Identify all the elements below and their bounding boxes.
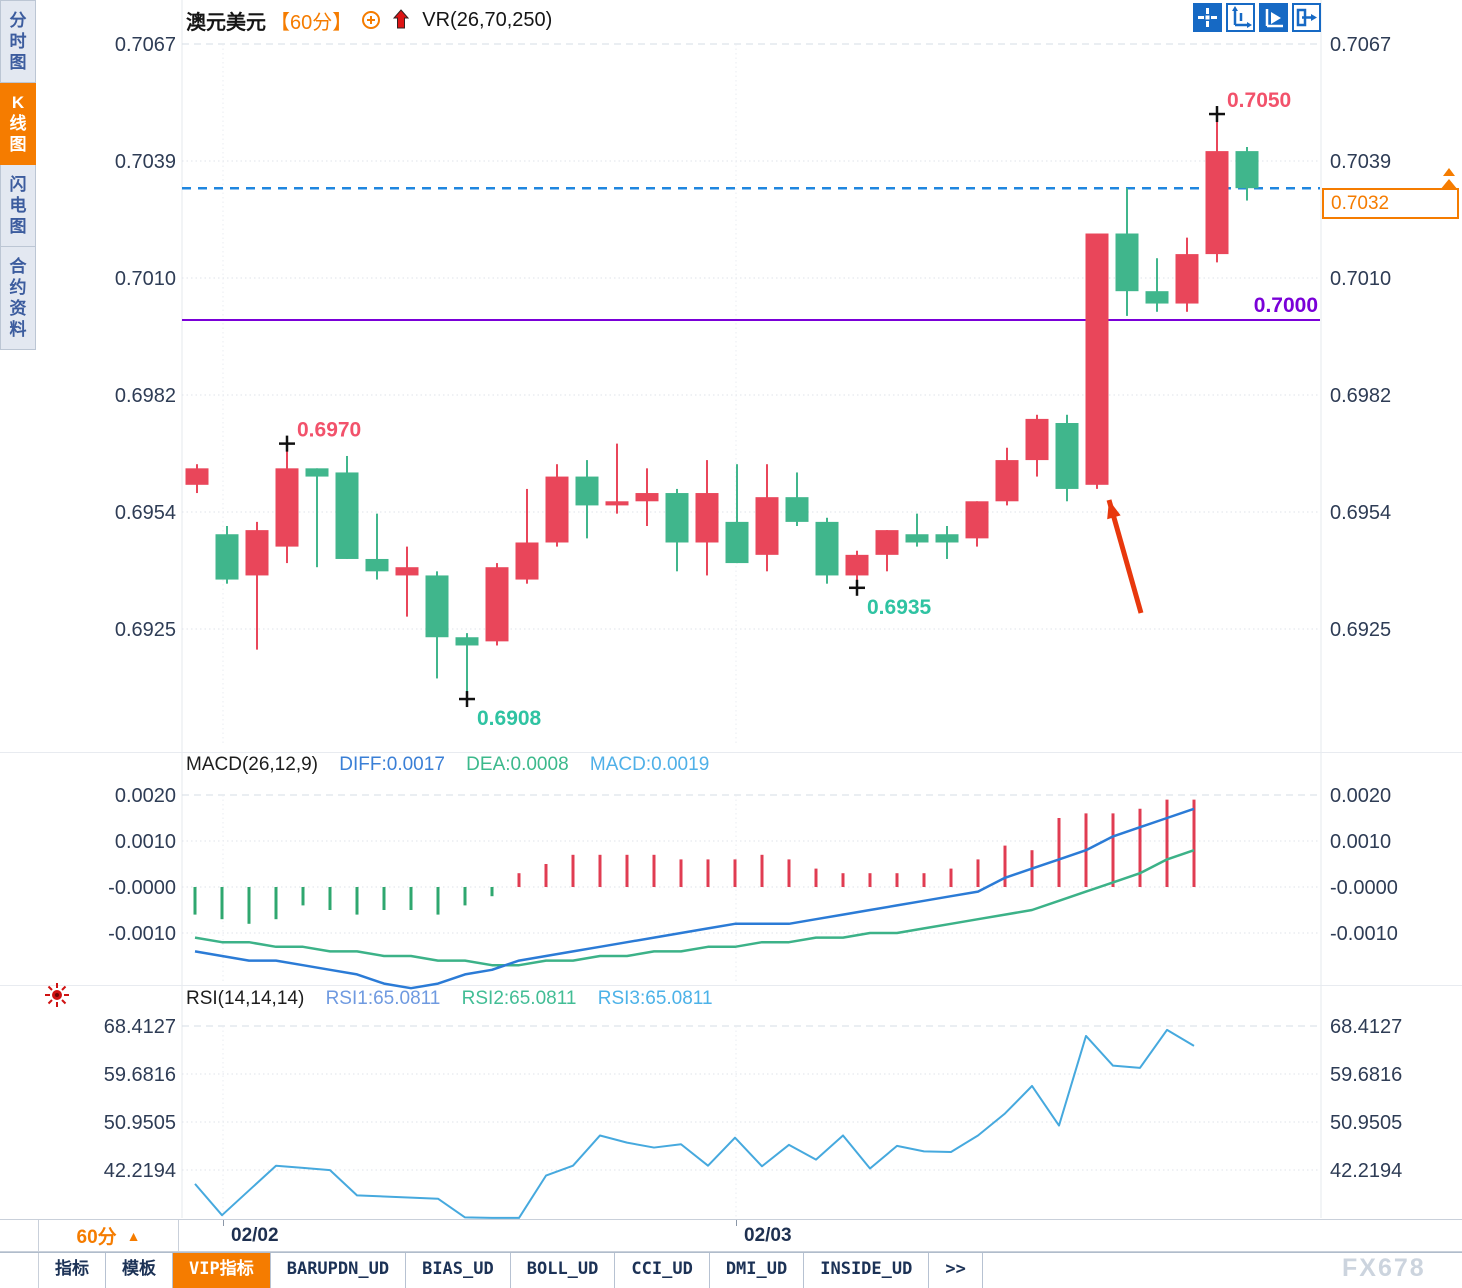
svg-text:42.2194: 42.2194 [104, 1160, 176, 1182]
svg-text:0.6908: 0.6908 [477, 707, 542, 730]
svg-text:0.7010: 0.7010 [1330, 268, 1391, 290]
svg-text:0.7039: 0.7039 [1330, 151, 1391, 173]
date-tick [223, 1220, 224, 1226]
svg-text:42.2194: 42.2194 [1330, 1160, 1402, 1182]
sidebar-tab-char: 图 [9, 217, 27, 236]
sidebar-tab-char: 资 [9, 299, 27, 318]
svg-text:0.6982: 0.6982 [1330, 385, 1391, 407]
svg-text:0.6970: 0.6970 [297, 419, 361, 442]
watermark: FX678 [1342, 1254, 1426, 1282]
bottom-tab-9[interactable]: >> [929, 1253, 983, 1288]
indicator-tabs-bar: 指标 模板 VIP指标 BARUPDN_UD BIAS_UD BOLL_UD CCI_UD D… [0, 1252, 1462, 1288]
sidebar-tab-char: K [11, 93, 25, 112]
symbol-name: 澳元美元 [186, 11, 266, 34]
bottom-tab-3[interactable]: BARUPDN_UD [271, 1253, 407, 1288]
svg-text:50.9505: 50.9505 [104, 1112, 176, 1134]
rsi3-value: RSI3:65.0811 [597, 988, 713, 1009]
sidebar-tab-char: 料 [9, 320, 27, 339]
macd-dea-value: DEA:0.0008 [466, 754, 569, 775]
svg-text:0.7050: 0.7050 [1227, 89, 1291, 112]
sidebar-tab-0[interactable]: 分时图 [0, 0, 36, 83]
bottom-tab-7[interactable]: DMI_UD [710, 1253, 805, 1288]
sidebar-tab-char: 时 [9, 32, 27, 51]
current-price-tag: 0.7032 [1322, 188, 1459, 219]
svg-text:59.6816: 59.6816 [1330, 1064, 1402, 1086]
bottom-tab-6[interactable]: CCI_UD [615, 1253, 710, 1288]
macd-macd-value: MACD:0.0019 [589, 754, 710, 775]
svg-text:50.9505: 50.9505 [1330, 1112, 1402, 1134]
svg-text:0.6935: 0.6935 [867, 596, 932, 619]
svg-text:0.7067: 0.7067 [115, 34, 176, 56]
period-selector-label: 60分 [76, 1227, 117, 1248]
bottom-tab-0[interactable]: 指标 [39, 1253, 106, 1288]
svg-text:0.7010: 0.7010 [115, 268, 176, 290]
macd-panel-header: MACD(26,12,9) DIFF:0.0017 DEA:0.0008 MAC… [186, 754, 709, 776]
rsi2-value: RSI2:65.0811 [461, 988, 577, 1009]
period-up-arrow-icon: ▲ [126, 1227, 141, 1244]
sidebar-tab-2[interactable]: 闪电图 [0, 165, 36, 247]
svg-text:0.0010: 0.0010 [1330, 831, 1391, 853]
sidebar-tab-char: 约 [9, 278, 27, 297]
svg-text:0.7067: 0.7067 [1330, 34, 1391, 56]
time-axis-row: 60分 ▲ 02/02 02/03 [0, 1219, 1462, 1252]
svg-text:0.6982: 0.6982 [115, 385, 176, 407]
red-up-arrow-icon [390, 8, 412, 32]
sun-marker-icon [44, 982, 70, 1013]
svg-text:0.6954: 0.6954 [115, 502, 176, 524]
axis-scale-icon[interactable] [1226, 3, 1255, 32]
tabs-left-spacer [0, 1253, 39, 1288]
sidebar-tab-3[interactable]: 合约资料 [0, 247, 36, 350]
bottom-tab-8[interactable]: INSIDE_UD [804, 1253, 930, 1288]
svg-text:-0.0010: -0.0010 [1330, 923, 1398, 945]
chart-header: 澳元美元 【60分】 VR(26,70,250) [186, 6, 552, 34]
svg-text:0.7000: 0.7000 [1254, 294, 1318, 317]
svg-text:68.4127: 68.4127 [1330, 1016, 1402, 1038]
macd-name: MACD(26,12,9) [186, 754, 318, 775]
svg-text:-0.0000: -0.0000 [1330, 877, 1398, 899]
sidebar-tab-char: 线 [9, 114, 27, 133]
date-label-0: 02/02 [231, 1225, 279, 1246]
sidebar-tab-char: 合 [9, 257, 27, 276]
svg-text:0.6925: 0.6925 [1330, 619, 1391, 641]
sidebar-tab-char: 电 [9, 196, 27, 215]
bottom-tab-1[interactable]: 模板 [106, 1253, 173, 1288]
bottom-tab-4[interactable]: BIAS_UD [406, 1253, 511, 1288]
svg-text:68.4127: 68.4127 [104, 1016, 176, 1038]
pan-right-icon[interactable] [1292, 3, 1321, 32]
circled-plus-icon[interactable] [360, 9, 382, 31]
sidebar-tab-char: 分 [9, 11, 27, 30]
svg-text:59.6816: 59.6816 [104, 1064, 176, 1086]
macd-diff-value: DIFF:0.0017 [339, 754, 445, 775]
rsi-panel-header: RSI(14,14,14) RSI1:65.0811 RSI2:65.0811 … [186, 988, 713, 1010]
bottom-tab-2[interactable]: VIP指标 [173, 1253, 271, 1288]
chart-toolbar [1193, 3, 1321, 32]
svg-text:0.0020: 0.0020 [1330, 785, 1391, 807]
date-label-1: 02/03 [744, 1225, 792, 1246]
period-label: 【60分】 [270, 11, 353, 34]
svg-text:-0.0000: -0.0000 [108, 877, 176, 899]
svg-text:-0.0010: -0.0010 [108, 923, 176, 945]
sidebar-tab-char: 图 [9, 135, 27, 154]
svg-text:0.6954: 0.6954 [1330, 502, 1391, 524]
date-tick [736, 1220, 737, 1226]
axis-play-icon[interactable] [1259, 3, 1288, 32]
rsi-name: RSI(14,14,14) [186, 988, 305, 1009]
sidebar-tab-char: 图 [9, 53, 27, 72]
svg-text:0.7039: 0.7039 [115, 151, 176, 173]
sidebar-tab-char: 闪 [9, 175, 27, 194]
bottom-tab-5[interactable]: BOLL_UD [511, 1253, 616, 1288]
svg-text:0.0020: 0.0020 [115, 785, 176, 807]
rsi1-value: RSI1:65.0811 [325, 988, 441, 1009]
svg-text:0.6925: 0.6925 [115, 619, 176, 641]
period-selector[interactable]: 60分 ▲ [38, 1219, 179, 1252]
overlay-indicator-label: VR(26,70,250) [422, 8, 553, 31]
svg-text:0.0010: 0.0010 [115, 831, 176, 853]
crosshair-icon[interactable] [1193, 3, 1222, 32]
